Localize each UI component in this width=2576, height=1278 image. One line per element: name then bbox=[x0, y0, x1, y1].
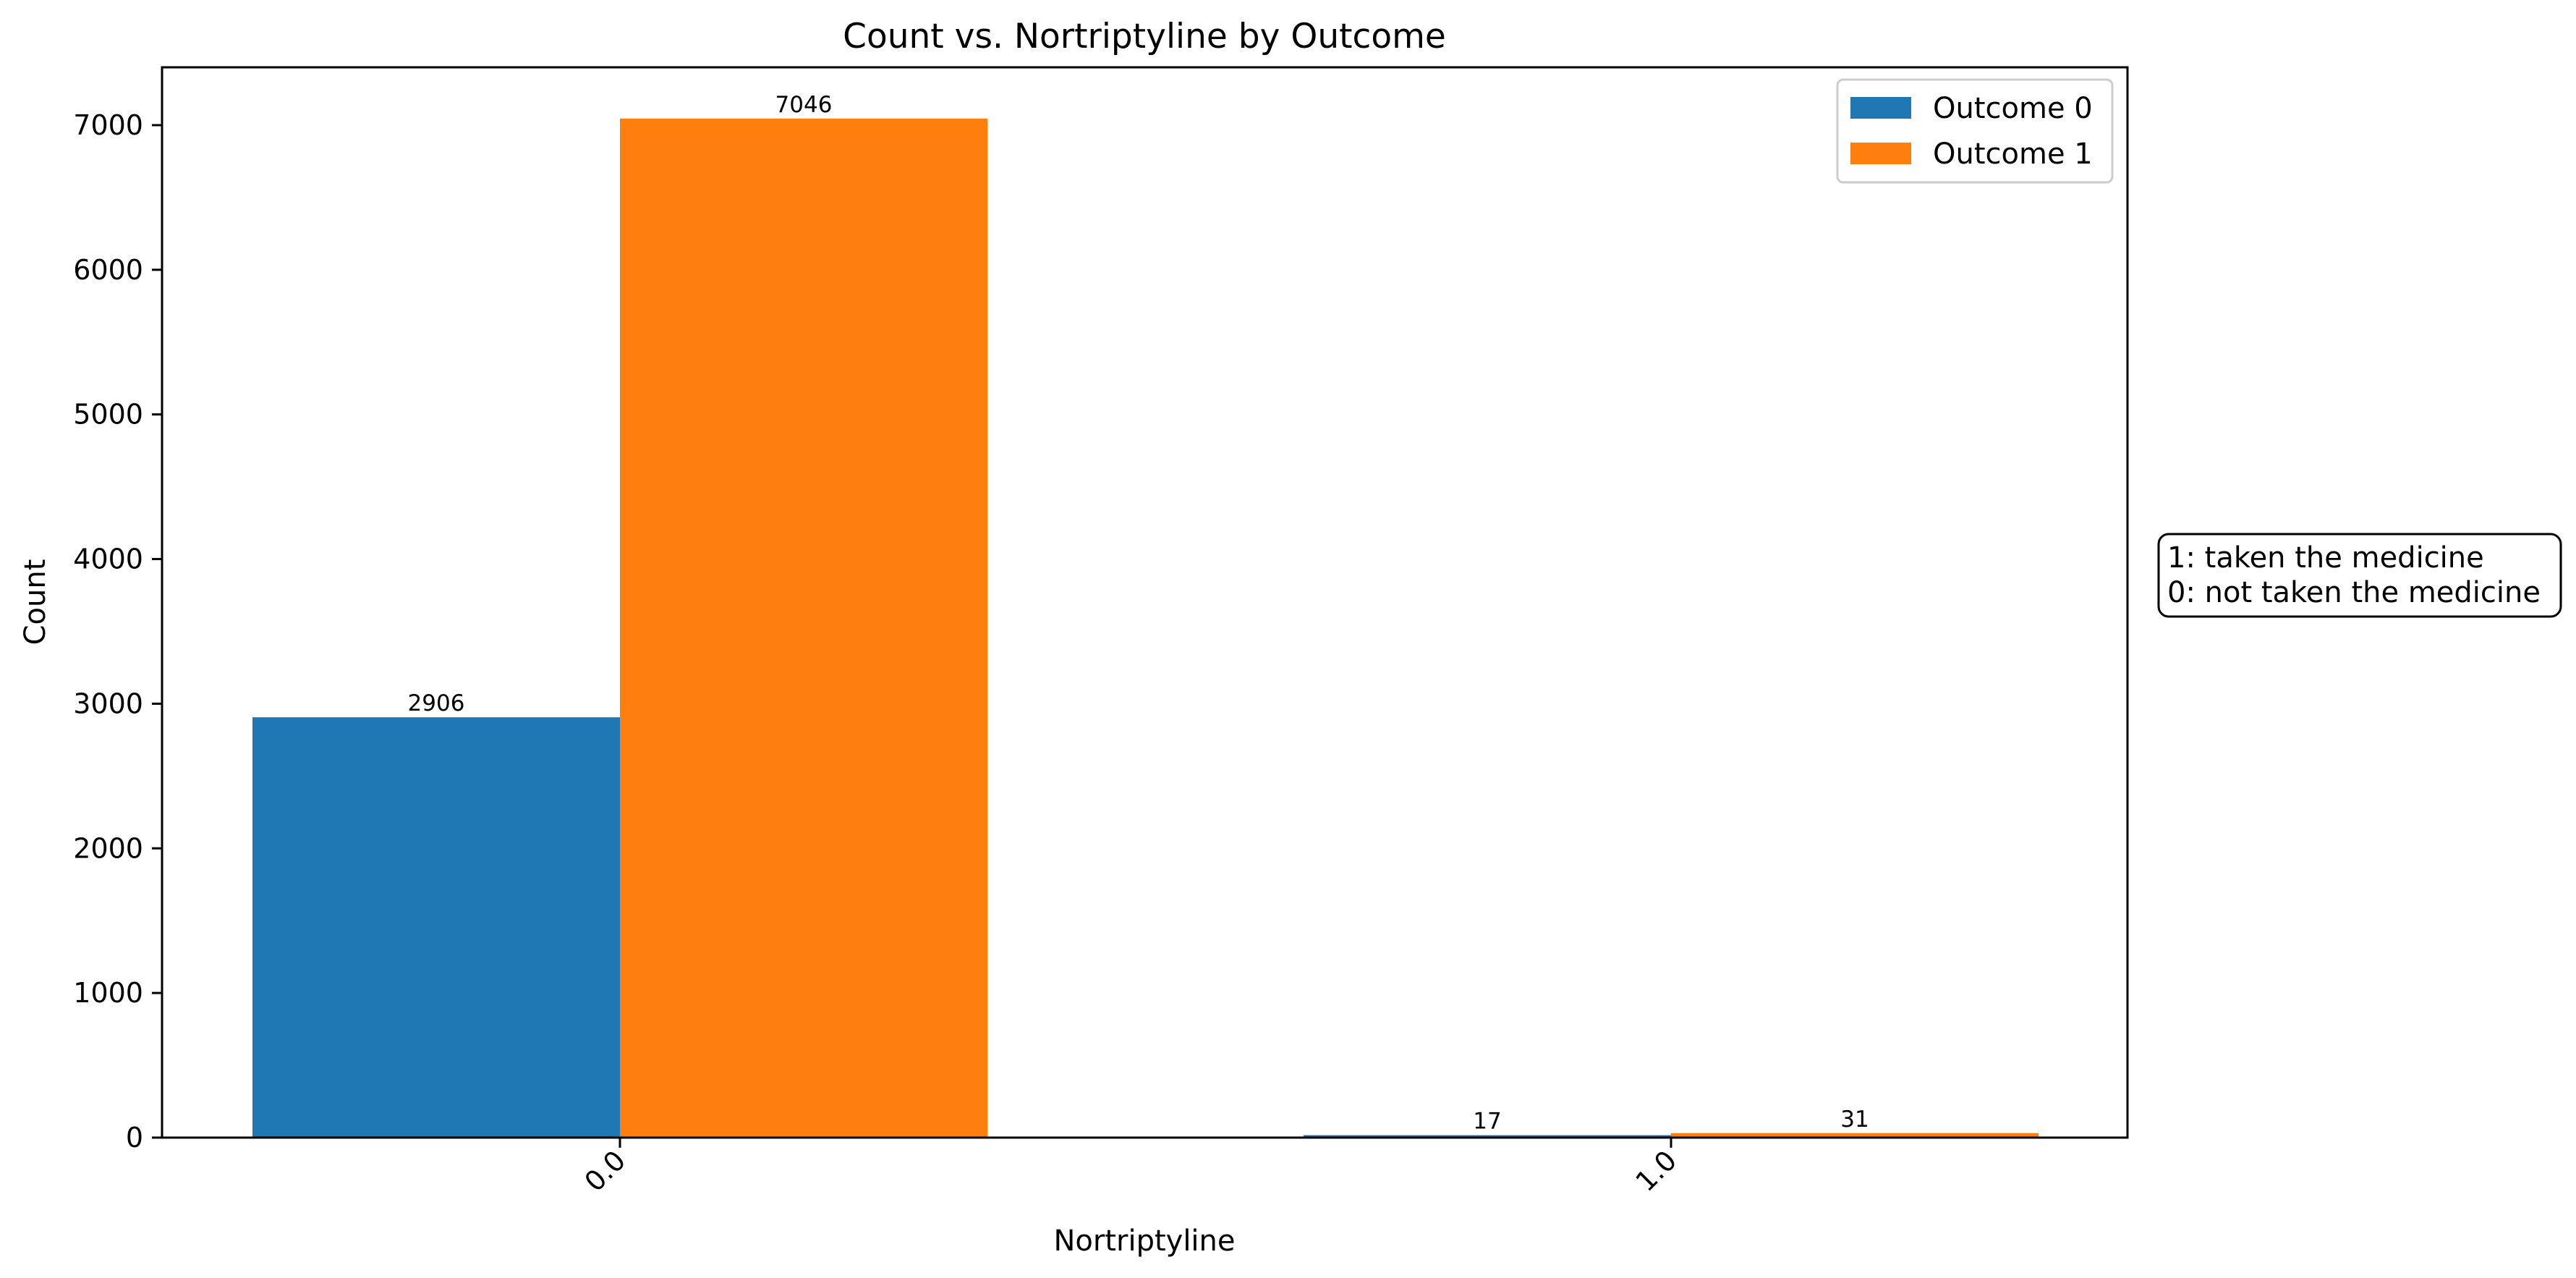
annotation-box: 1: taken the medicine 0: not taken the m… bbox=[2157, 533, 2562, 618]
annotation-line-2: 0: not taken the medicine bbox=[2167, 576, 2541, 609]
y-tick-label: 3000 bbox=[73, 687, 143, 719]
annotation-frame bbox=[2157, 533, 2562, 618]
data-label-outcome-0-category-0: 2906 bbox=[408, 690, 465, 716]
y-tick-label: 2000 bbox=[73, 832, 143, 864]
data-label-outcome-0-category-1: 17 bbox=[1473, 1109, 1501, 1135]
bar-outcome-0-category-1 bbox=[1304, 1135, 1671, 1138]
data-labels-layer: 2906 17 7046 31 bbox=[408, 92, 1869, 1135]
y-tick-label: 7000 bbox=[73, 109, 143, 141]
annotation-line-1: 1: taken the medicine bbox=[2167, 541, 2484, 575]
legend: Outcome 0 Outcome 1 bbox=[1836, 78, 2114, 184]
y-axis-label: Count bbox=[19, 559, 52, 646]
y-axis: 0 1000 2000 3000 4000 5000 6000 7000 bbox=[73, 109, 162, 1154]
y-tick-label: 4000 bbox=[73, 543, 143, 575]
x-axis-label: Nortriptyline bbox=[1053, 1224, 1235, 1258]
y-tick-label: 0 bbox=[126, 1122, 143, 1154]
y-tick-label: 5000 bbox=[73, 399, 143, 431]
legend-label-outcome-1: Outcome 1 bbox=[1933, 137, 2093, 171]
bars-layer bbox=[252, 118, 2039, 1138]
legend-label-outcome-0: Outcome 0 bbox=[1933, 92, 2093, 125]
legend-swatch-outcome-0 bbox=[1850, 97, 1911, 119]
data-label-outcome-1-category-0: 7046 bbox=[775, 92, 833, 118]
y-tick-label: 1000 bbox=[73, 977, 143, 1009]
legend-swatch-outcome-1 bbox=[1850, 143, 1911, 164]
bar-outcome-1-category-0 bbox=[620, 118, 987, 1138]
bar-outcome-1-category-1 bbox=[1671, 1133, 2039, 1138]
chart-title: Count vs. Nortriptyline by Outcome bbox=[843, 17, 1446, 56]
plot-frame bbox=[161, 66, 2129, 1139]
bar-outcome-0-category-0 bbox=[252, 717, 620, 1138]
y-tick-label: 6000 bbox=[73, 254, 143, 286]
data-label-outcome-1-category-1: 31 bbox=[1840, 1106, 1869, 1133]
